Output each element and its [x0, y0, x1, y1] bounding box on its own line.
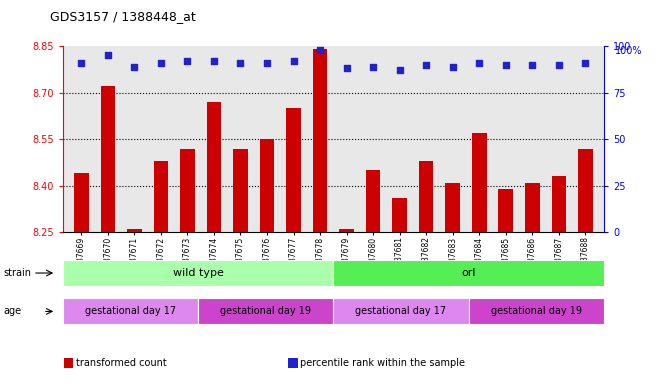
Point	[209, 58, 219, 64]
Bar	[207, 102, 221, 232]
Point	[421, 61, 432, 68]
Bar	[392, 198, 407, 232]
Text: strain: strain	[3, 268, 31, 278]
Point	[182, 58, 193, 64]
Bar	[180, 149, 195, 232]
Text: gestational day 17: gestational day 17	[84, 306, 176, 316]
Text: 100%: 100%	[614, 46, 642, 56]
Bar	[366, 170, 380, 232]
Bar	[127, 229, 142, 232]
Text: transformed count: transformed count	[76, 358, 166, 368]
Bar	[446, 183, 460, 232]
Point	[262, 60, 273, 66]
Point	[235, 60, 246, 66]
Point	[500, 61, 511, 68]
Point	[394, 67, 405, 73]
Text: age: age	[3, 306, 21, 316]
Bar	[74, 173, 88, 232]
Bar	[419, 161, 434, 232]
Point	[580, 60, 591, 66]
Text: gestational day 19: gestational day 19	[220, 306, 311, 316]
Bar	[498, 189, 513, 232]
Text: wild type: wild type	[172, 268, 224, 278]
Text: orl: orl	[461, 268, 476, 278]
Point	[315, 47, 325, 53]
Bar	[339, 229, 354, 232]
Text: percentile rank within the sample: percentile rank within the sample	[300, 358, 465, 368]
Bar	[259, 139, 275, 232]
Point	[102, 52, 113, 58]
Point	[288, 58, 299, 64]
Bar	[313, 49, 327, 232]
Point	[554, 61, 564, 68]
Point	[447, 63, 458, 70]
Bar	[578, 149, 593, 232]
Bar	[525, 183, 540, 232]
Point	[129, 63, 140, 70]
Bar	[100, 86, 115, 232]
Bar	[286, 108, 301, 232]
Point	[341, 65, 352, 71]
Point	[527, 61, 537, 68]
Bar	[472, 133, 486, 232]
Bar	[233, 149, 248, 232]
Text: GDS3157 / 1388448_at: GDS3157 / 1388448_at	[50, 10, 195, 23]
Point	[156, 60, 166, 66]
Point	[474, 60, 484, 66]
Text: gestational day 17: gestational day 17	[355, 306, 447, 316]
Point	[76, 60, 86, 66]
Point	[368, 63, 378, 70]
Bar	[154, 161, 168, 232]
Text: gestational day 19: gestational day 19	[491, 306, 581, 316]
Bar	[552, 177, 566, 232]
